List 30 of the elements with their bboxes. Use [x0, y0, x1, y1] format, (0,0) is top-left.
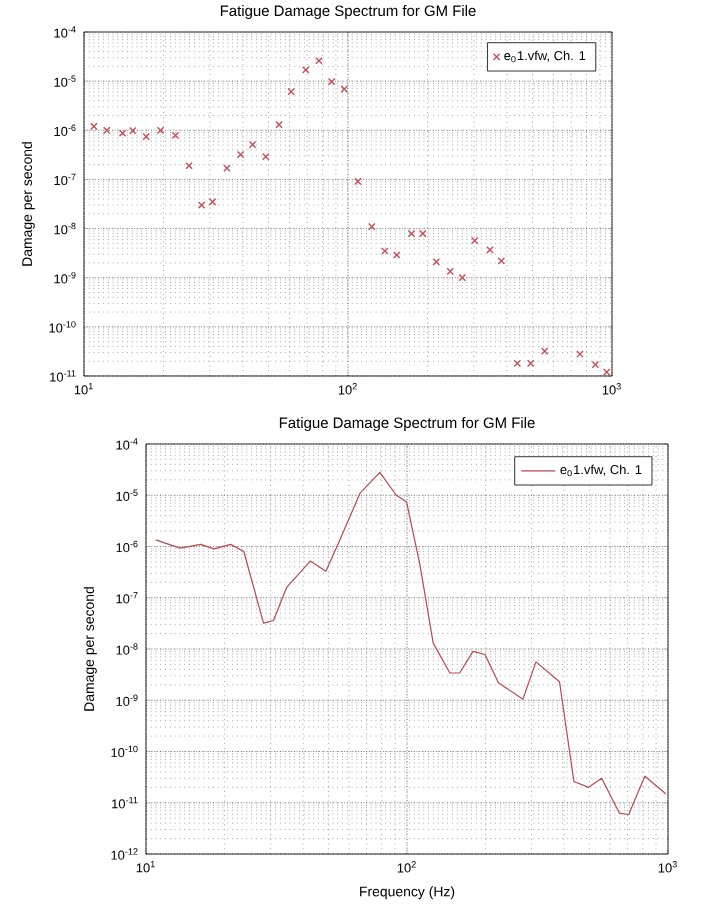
- point: [354, 177, 362, 186]
- point: [446, 267, 455, 276]
- point: [458, 273, 467, 282]
- point: [367, 222, 376, 231]
- point: [381, 247, 389, 255]
- point: [90, 122, 98, 131]
- point: [275, 120, 283, 129]
- point: [392, 251, 401, 259]
- point: [197, 201, 206, 209]
- point: [315, 56, 323, 65]
- point: [486, 246, 494, 254]
- point: [103, 126, 111, 135]
- point: [513, 359, 522, 368]
- point: [171, 131, 180, 140]
- point: [156, 126, 165, 135]
- point: [208, 198, 217, 206]
- point: [302, 66, 310, 74]
- point: [185, 161, 193, 170]
- point: [261, 152, 270, 161]
- point: [470, 236, 479, 245]
- point: [540, 347, 549, 355]
- point: [327, 77, 336, 86]
- point: [142, 132, 150, 141]
- point: [497, 257, 506, 265]
- point: [287, 87, 295, 96]
- point: [526, 359, 535, 368]
- point: [248, 140, 257, 149]
- point: [432, 258, 441, 266]
- point: [340, 85, 349, 93]
- point: [223, 164, 231, 172]
